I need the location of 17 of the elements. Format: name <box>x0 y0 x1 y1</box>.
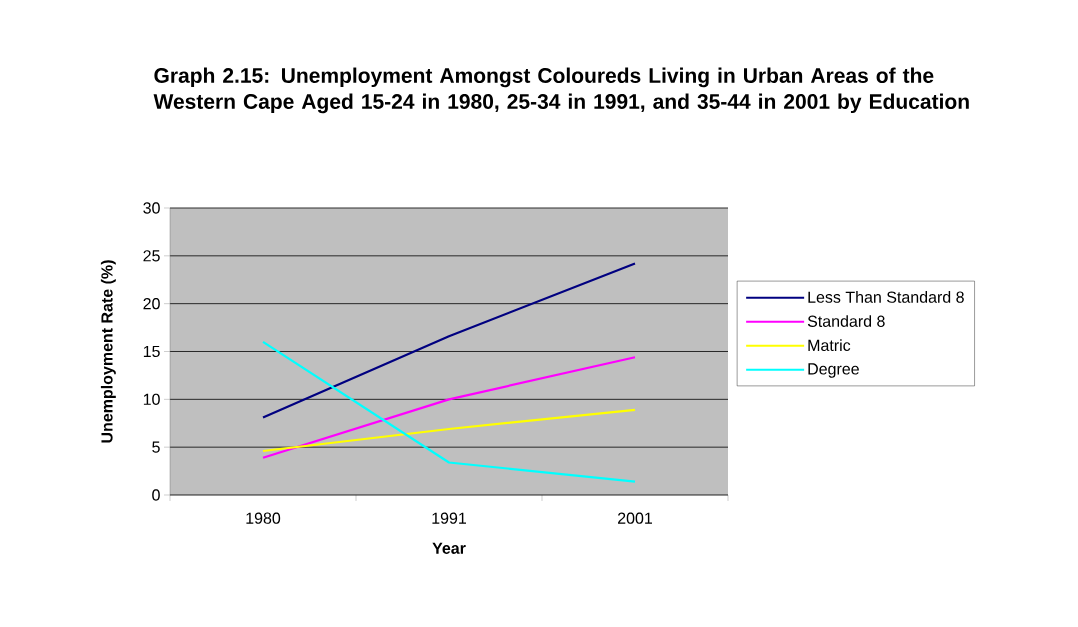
y-axis-title: Unemployment Rate (%) <box>100 260 116 443</box>
legend-label: Matric <box>808 339 851 352</box>
y-tick-label: 20 <box>143 298 160 310</box>
x-tick-label: 2001 <box>618 512 652 524</box>
y-tick-label: 25 <box>143 250 160 262</box>
chart-title: Graph 2.15: Unemployment Amongst Coloureds Living in Urban Areas of the Western Cape Aged 15-24 in 1980, 25-34 in 1991, and 35-44 in 2001 by Education <box>153 67 969 114</box>
x-tick-label: 1980 <box>246 512 281 524</box>
legend-label: Degree <box>808 363 859 378</box>
y-tick-label: 15 <box>143 345 160 358</box>
y-tick-label: 0 <box>152 489 160 501</box>
y-tick-label: 10 <box>143 393 160 405</box>
x-tick-label: 1991 <box>432 512 466 524</box>
y-tick-label: 5 <box>152 441 160 453</box>
x-axis-title: Year <box>432 542 466 554</box>
legend-label: Standard 8 <box>807 315 885 327</box>
legend-label: Less Than Standard 8 <box>808 291 964 303</box>
y-tick-label: 30 <box>143 202 160 214</box>
